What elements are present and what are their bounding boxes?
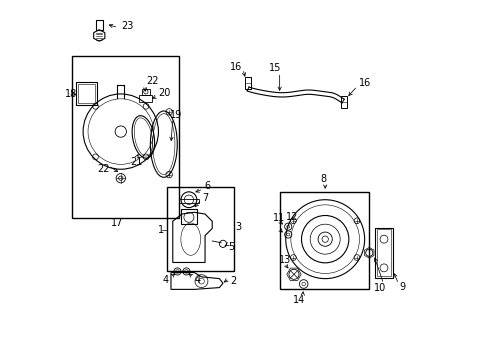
Text: 13: 13 xyxy=(278,255,290,265)
Text: 19: 19 xyxy=(170,111,182,121)
Bar xyxy=(78,84,94,103)
Bar xyxy=(72,56,179,218)
Bar xyxy=(280,192,368,289)
Bar xyxy=(76,82,97,105)
Text: 21: 21 xyxy=(130,157,142,167)
Bar xyxy=(142,89,150,95)
Text: 3: 3 xyxy=(235,222,241,231)
Text: 8: 8 xyxy=(320,174,326,184)
Text: 22: 22 xyxy=(145,76,158,86)
Text: 6: 6 xyxy=(204,181,210,192)
Text: 12: 12 xyxy=(285,212,298,221)
Text: 20: 20 xyxy=(158,88,170,98)
Bar xyxy=(375,228,392,278)
Bar xyxy=(376,229,390,276)
Text: 1: 1 xyxy=(158,225,163,235)
Bar xyxy=(244,77,250,89)
Bar xyxy=(96,20,102,30)
Bar xyxy=(181,210,196,224)
Text: 17: 17 xyxy=(111,218,123,228)
Text: 18: 18 xyxy=(65,89,77,99)
Text: 10: 10 xyxy=(373,283,386,293)
Text: 16: 16 xyxy=(230,62,242,72)
Text: 4: 4 xyxy=(195,275,201,285)
Text: 16: 16 xyxy=(358,78,370,88)
Bar xyxy=(179,199,199,203)
Bar xyxy=(341,96,346,108)
Text: 23: 23 xyxy=(121,21,133,31)
Text: 14: 14 xyxy=(292,296,305,306)
Text: 4: 4 xyxy=(163,275,168,285)
Bar xyxy=(167,187,233,271)
Text: 22: 22 xyxy=(97,164,110,174)
Text: 7: 7 xyxy=(202,193,208,203)
Text: 5: 5 xyxy=(227,242,234,252)
Text: 15: 15 xyxy=(268,63,281,73)
Text: 11: 11 xyxy=(273,213,285,222)
Text: 2: 2 xyxy=(230,276,236,286)
Bar xyxy=(139,95,152,102)
Text: 9: 9 xyxy=(399,282,405,292)
